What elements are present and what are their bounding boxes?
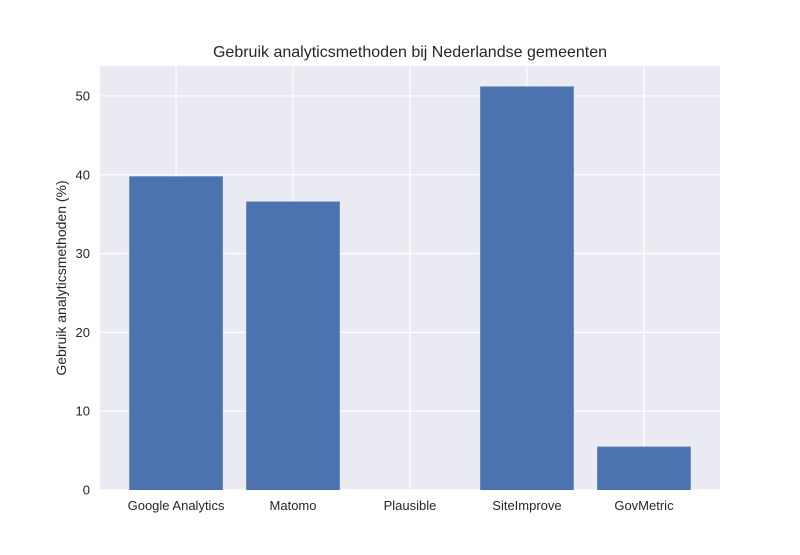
y-tick-label: 30 [76,246,90,261]
bar [597,446,691,490]
bar [246,201,340,491]
y-axis-label: Gebruik analyticsmethoden (%) [53,180,69,375]
y-tick-labels: 0 10 20 30 40 50 [76,88,90,497]
x-tick-label: Plausible [384,498,437,513]
x-tick-label: GovMetric [614,498,674,513]
y-tick-label: 0 [83,483,90,498]
bar [480,86,574,490]
y-tick-label: 50 [76,88,90,103]
y-tick-label: 20 [76,325,90,340]
x-tick-label: SiteImprove [492,498,561,513]
chart-title: Gebruik analyticsmethoden bij Nederlands… [213,44,607,61]
y-tick-label: 40 [76,167,90,182]
bars [129,86,691,491]
x-tick-label: Google Analytics [128,498,225,513]
x-tick-labels: Google Analytics Matomo Plausible SiteImpro… [128,498,674,513]
y-tick-label: 10 [76,404,90,419]
bar [129,176,223,490]
x-tick-label: Matomo [270,498,317,513]
